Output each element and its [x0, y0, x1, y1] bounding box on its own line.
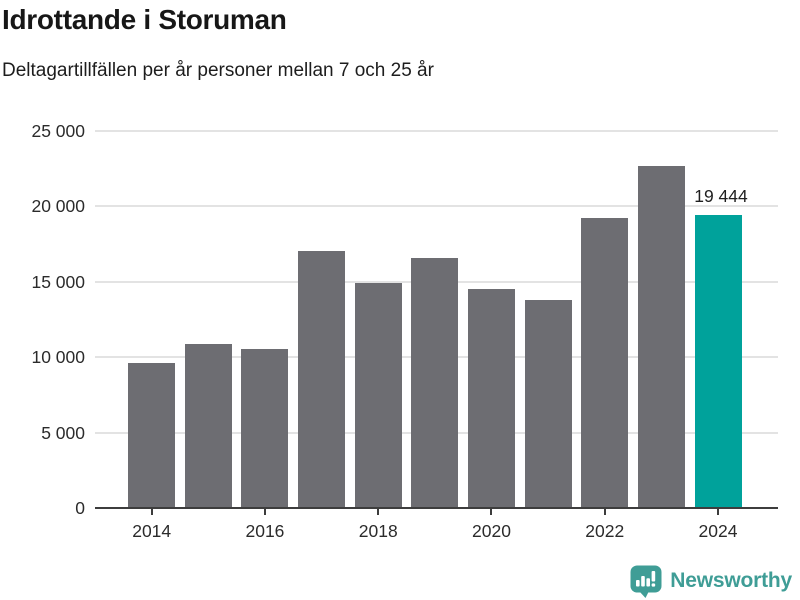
gridline-20000	[95, 205, 778, 208]
x-tick-2016	[263, 508, 266, 515]
x-tick-label-2020: 2020	[472, 521, 511, 541]
y-tick-label: 15 000	[31, 271, 85, 292]
x-tick-label-2016: 2016	[245, 521, 285, 541]
x-tick-label-2024: 2024	[698, 521, 738, 541]
bar-2024	[694, 214, 742, 508]
x-tick-label-2014: 2014	[132, 521, 172, 541]
bar-2021	[524, 299, 572, 508]
x-axis-line	[95, 507, 778, 509]
bar-2016	[241, 348, 289, 508]
bar-2014	[128, 363, 176, 508]
x-tick-2024	[717, 508, 719, 515]
y-tick-label: 25 000	[31, 121, 85, 141]
chart-subtitle: Deltagartillfällen per år personer mella…	[2, 60, 434, 81]
y-tick-label: 0	[75, 498, 85, 518]
x-tick-2022	[603, 508, 606, 515]
bar-2023	[637, 165, 685, 508]
x-tick-2018	[377, 508, 380, 515]
brand-footer: Newsworthy	[629, 564, 792, 598]
bar-2022	[581, 218, 629, 508]
brand-name: Newsworthy	[670, 569, 792, 592]
gridline-25000	[95, 130, 778, 132]
x-tick-2020	[490, 508, 493, 515]
x-tick-label-2018: 2018	[358, 521, 398, 541]
y-tick-label: 10 000	[31, 347, 85, 368]
y-tick-label: 5 000	[41, 422, 85, 443]
highlight-value-label: 19 444	[694, 185, 748, 206]
x-tick-label-2022: 2022	[585, 521, 625, 541]
plot-area	[95, 130, 778, 515]
chart-title: Idrottande i Storuman	[2, 4, 287, 35]
bar-2017	[298, 250, 346, 508]
bar-2020	[467, 288, 515, 508]
y-tick-label: 20 000	[31, 196, 85, 217]
bar-2018	[354, 283, 402, 508]
bar-chart-speech-bubble-icon	[630, 565, 662, 598]
bar-2019	[411, 257, 459, 508]
bar-2015	[184, 343, 232, 508]
x-tick-2014	[150, 508, 153, 515]
